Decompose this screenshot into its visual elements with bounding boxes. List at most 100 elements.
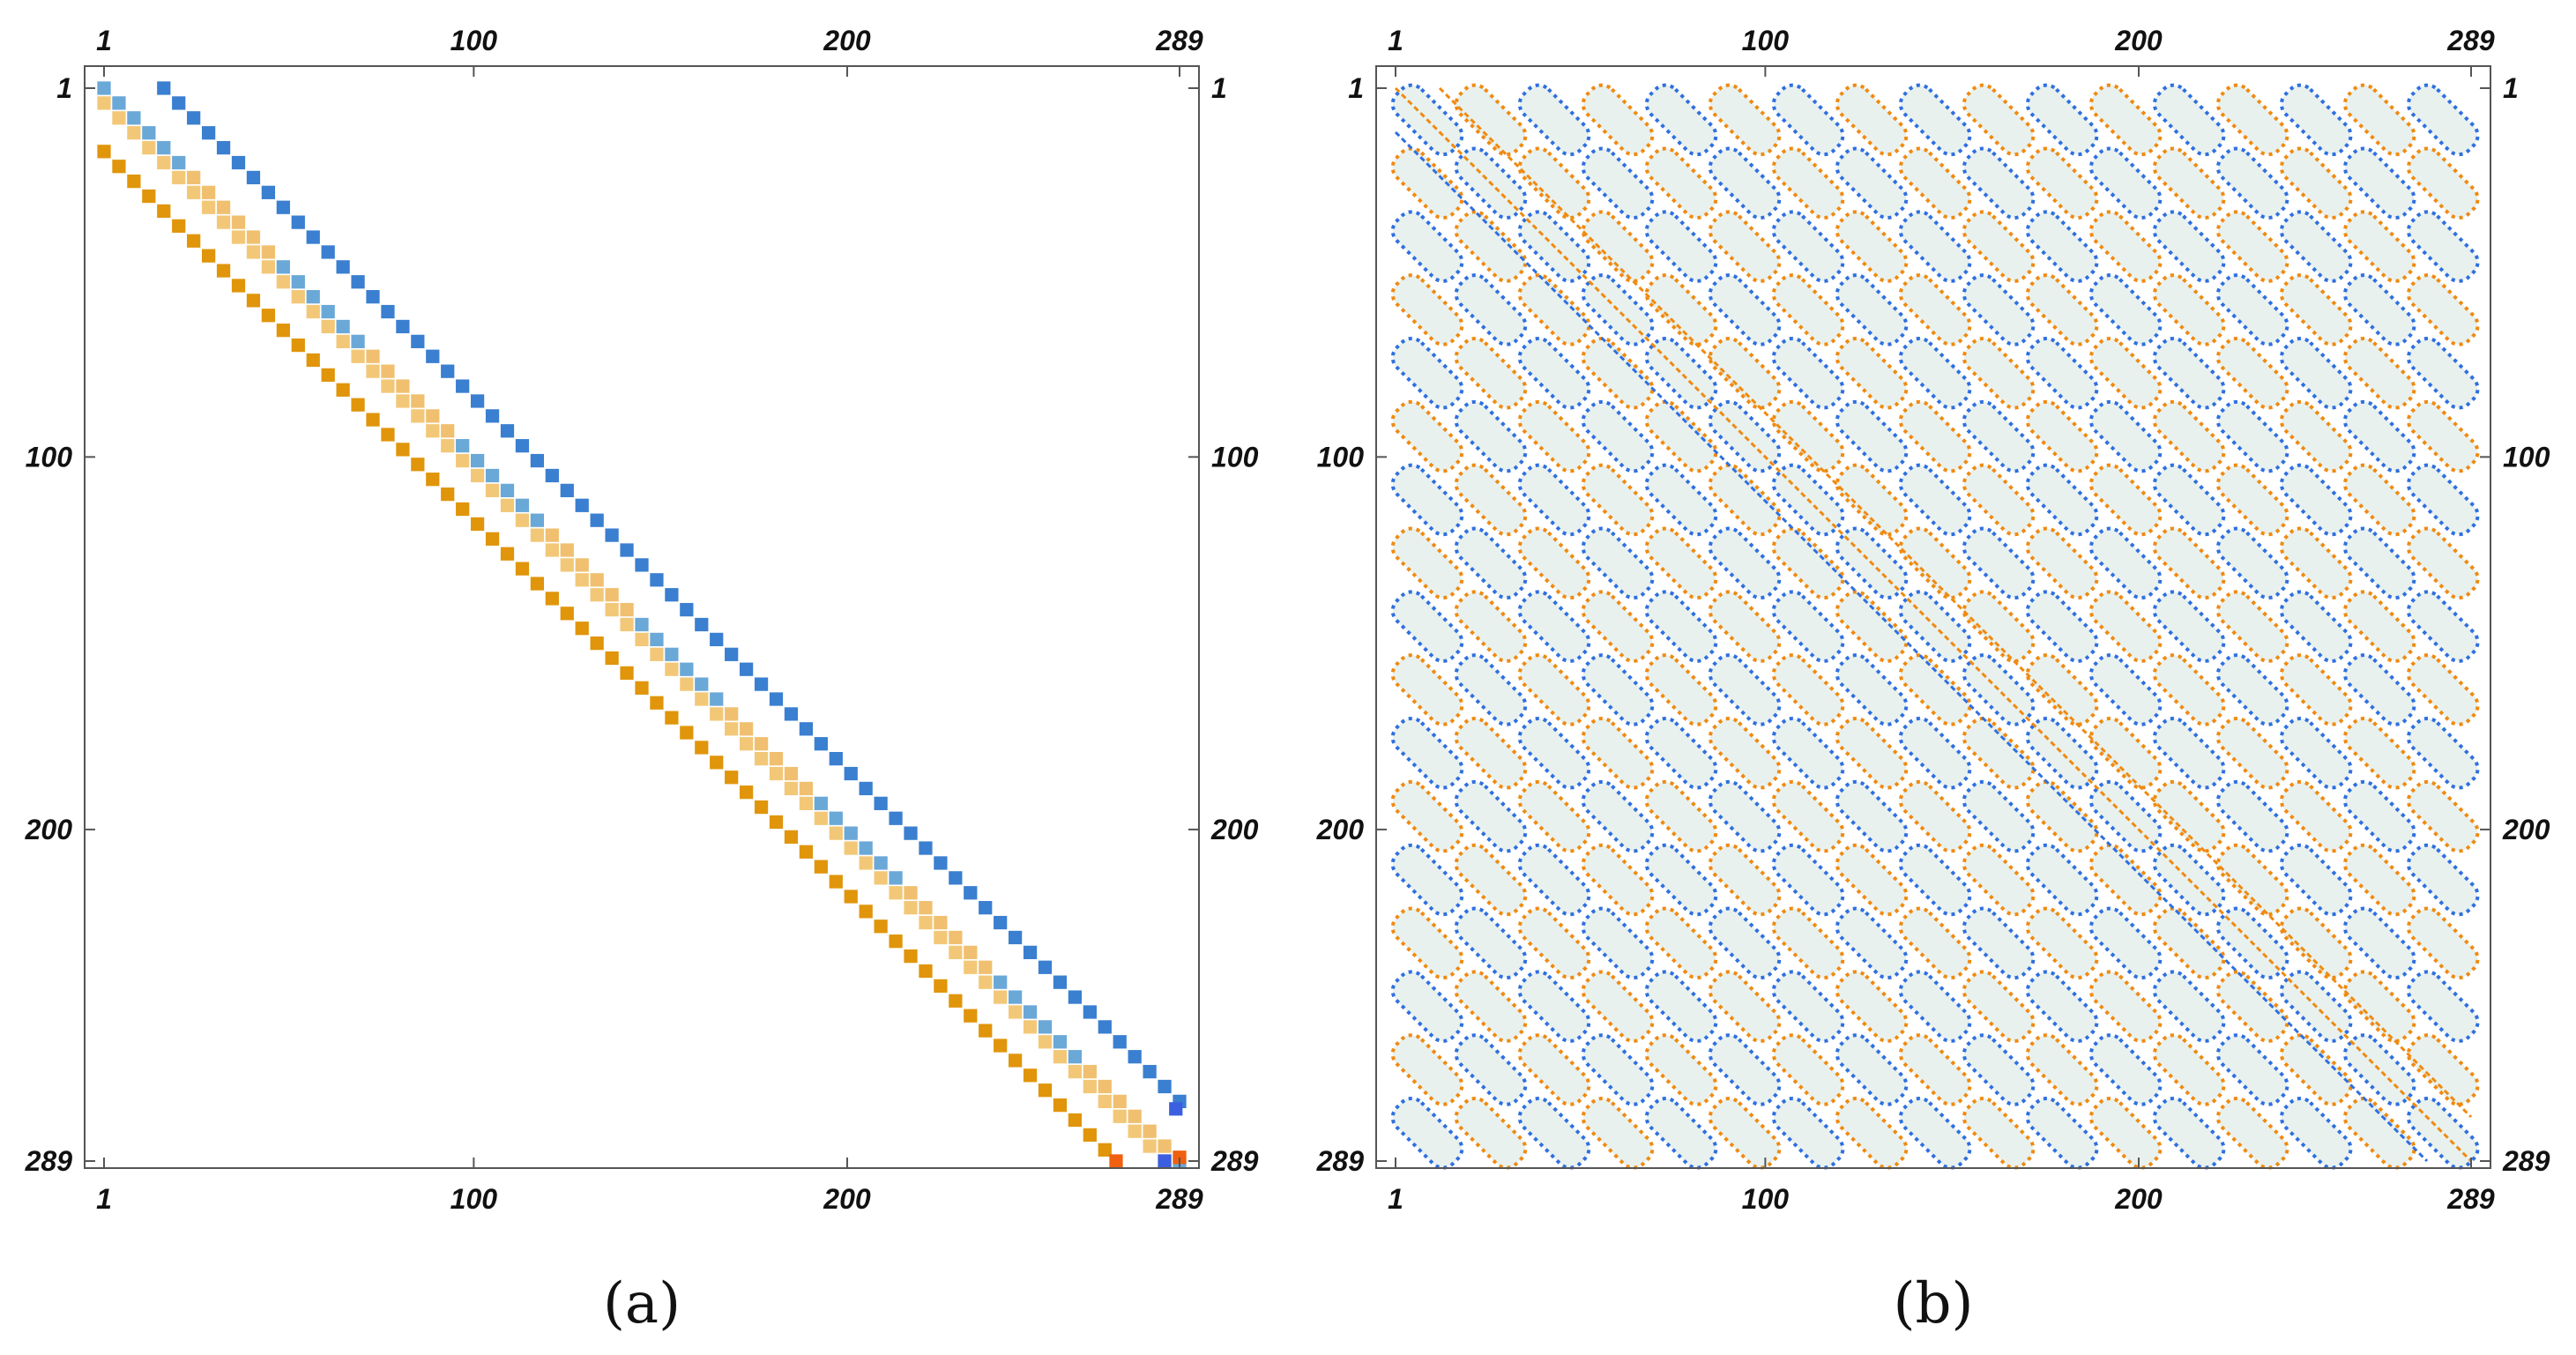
lattice-block (1517, 717, 1591, 790)
lattice-block (1454, 717, 1528, 790)
lattice-block (2152, 653, 2226, 726)
tick-label-bottom-200: 200 (2114, 1183, 2163, 1215)
lattice-block (2279, 210, 2353, 283)
band-3-cell (201, 249, 216, 263)
band-3-cell (1038, 1083, 1053, 1098)
band-1-cell (754, 737, 769, 751)
lattice-block (2025, 653, 2099, 726)
lattice-block (1517, 399, 1591, 473)
lattice-block (2279, 717, 2353, 790)
lattice-block (2406, 843, 2480, 917)
lattice-block (1390, 779, 1464, 853)
lattice-block (1454, 210, 1528, 283)
band-1-cell (112, 96, 126, 110)
lattice-block (1708, 526, 1782, 600)
band-3-cell (306, 353, 320, 368)
lattice-block (1454, 843, 1528, 917)
band-1-cell (605, 588, 619, 602)
band-3-cell (470, 517, 485, 532)
lattice-block (2152, 1033, 2226, 1106)
lattice-block (1708, 906, 1782, 980)
lattice-block (1517, 1097, 1591, 1170)
band-2-cell (336, 334, 350, 348)
lattice-block (2342, 1097, 2416, 1170)
band-3-cell (366, 413, 380, 427)
tick-label-top-1: 1 (1388, 25, 1403, 56)
band-0-cell (201, 126, 216, 140)
band-0-cell (231, 155, 246, 170)
band-0-cell (904, 826, 918, 840)
band-0-cell (1053, 975, 1068, 989)
lattice-block (2406, 463, 2480, 537)
band-1-cell (725, 707, 739, 721)
lattice-block (2088, 906, 2163, 980)
band-2-cell (500, 498, 515, 512)
lattice-block (1454, 399, 1528, 473)
lattice-block (2088, 1097, 2163, 1170)
lattice-block (1390, 843, 1464, 917)
lattice-block (1898, 336, 1972, 410)
lattice-block (2215, 463, 2289, 537)
lattice-block (1581, 653, 1655, 726)
lattice-block (1517, 526, 1591, 600)
band-1-cell (485, 468, 500, 483)
lattice-block (1708, 1097, 1782, 1170)
lattice-block (2406, 1033, 2480, 1106)
band-2-cell (201, 200, 216, 214)
band-2-cell (710, 707, 724, 721)
band-1-cell (426, 409, 440, 423)
band-1-cell (1158, 1139, 1172, 1153)
band-0-cell (739, 662, 754, 676)
band-1-cell (470, 453, 485, 468)
lattice-block (2152, 146, 2226, 220)
band-0-cell (157, 81, 171, 95)
band-2-cell (485, 483, 500, 497)
tick-label-left-100: 100 (26, 441, 73, 473)
lattice-block (2215, 970, 2289, 1043)
band-0-cell (321, 245, 335, 259)
lattice-block (1835, 1097, 1909, 1170)
band-2-cell (814, 811, 828, 825)
lattice-block (2025, 210, 2099, 283)
band-1-cell (710, 692, 724, 706)
corner-entry-3 (1109, 1154, 1123, 1168)
lattice-block (2088, 83, 2163, 157)
band-1-cell (665, 647, 679, 661)
lattice-block (2215, 526, 2289, 600)
lattice-block (2342, 653, 2416, 726)
tick-label-left-1: 1 (1348, 72, 1364, 104)
lattice-block (1581, 1033, 1655, 1106)
lattice-block (1390, 590, 1464, 663)
tick-label-right-100: 100 (1211, 441, 1259, 473)
band-0-cell (844, 766, 858, 781)
band-1-cell (650, 632, 664, 647)
band-2-cell (575, 573, 589, 587)
band-1-cell (949, 930, 963, 945)
band-3-cell (485, 532, 500, 546)
band-2-cell (964, 960, 978, 974)
lattice-block (2152, 779, 2226, 853)
band-2-cell (1008, 1005, 1023, 1019)
tick-label-left-1: 1 (56, 72, 72, 104)
lattice-block (2215, 399, 2289, 473)
lattice-block (2406, 336, 2480, 410)
band-0-cell (291, 215, 305, 229)
band-0-cell (246, 170, 261, 185)
lattice-block (1708, 779, 1782, 853)
band-2-cell (1038, 1035, 1053, 1049)
lattice-block (2215, 843, 2289, 917)
lattice-block (1581, 717, 1655, 790)
lattice-block (2025, 906, 2099, 980)
lattice-block (1708, 970, 1782, 1043)
band-2-cell (515, 513, 530, 527)
lattice-block (1708, 590, 1782, 663)
band-1-cell (261, 245, 276, 259)
tick-label-top-200: 200 (2114, 25, 2163, 56)
band-3-cell (545, 592, 559, 606)
lattice-block (2406, 526, 2480, 600)
lattice-block (1517, 336, 1591, 410)
lattice-block (2025, 336, 2099, 410)
band-3-cell (231, 279, 246, 293)
band-1-cell (784, 766, 799, 781)
lattice-block (1962, 1033, 2036, 1106)
